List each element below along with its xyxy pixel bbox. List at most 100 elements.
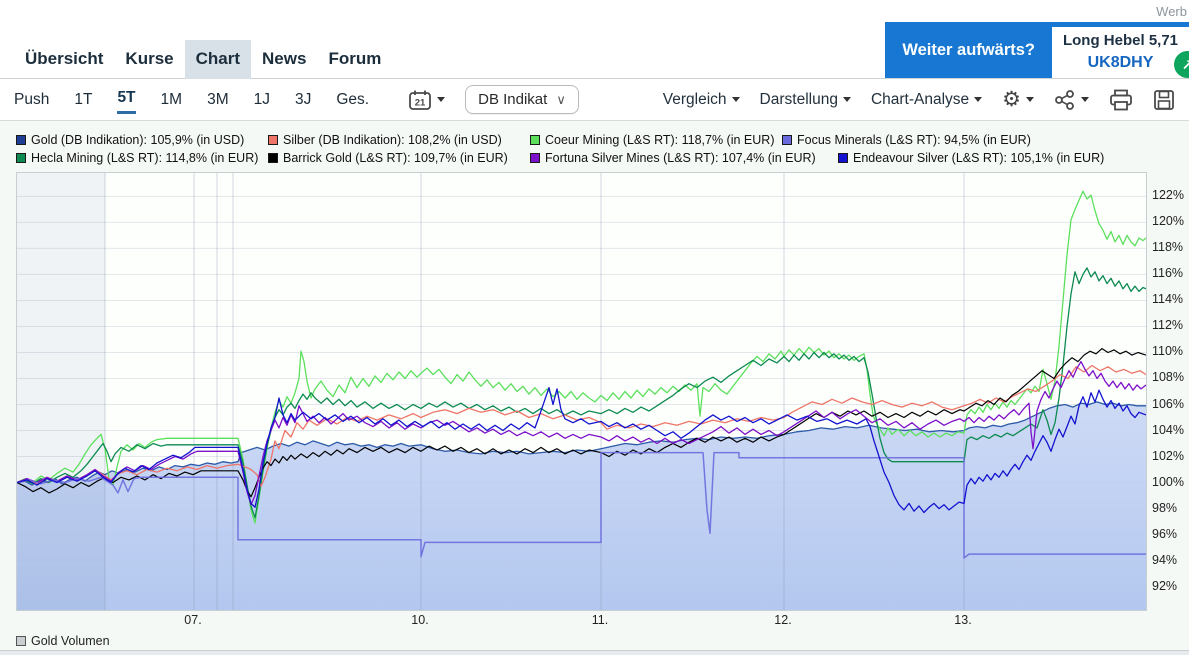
series-swatch [268,153,278,163]
calendar-icon: 21 [409,90,432,110]
volume-legend[interactable]: Gold Volumen [16,634,110,648]
chart-toolbar: Push 1T 5T 1M 3M 1J 3J Ges. 21 DB Indika… [0,79,1189,121]
print-button[interactable] [1109,89,1133,111]
ad-banner[interactable]: Weiter aufwärts? Long Hebel 5,71 UK8DHY … [885,22,1189,78]
x-tick-label: 12. [774,613,792,627]
chevron-down-icon: ∨ [556,91,566,107]
price-chart[interactable] [17,173,1146,610]
series-swatch [16,135,26,145]
menu-chart-analyse[interactable]: Chart-Analyse [870,90,983,109]
x-tick-label: 11. [591,613,609,627]
series-swatch [530,135,540,145]
chevron-down-icon [974,96,983,102]
nav-tab-kurse[interactable]: Kurse [125,49,174,68]
y-tick-label: 118% [1152,240,1184,255]
legend-item-silber[interactable]: Silber (DB Indikation): 108,2% (in USD) [268,133,502,147]
legend-item-coeur-mining[interactable]: Coeur Mining (L&S RT): 118,7% (in EUR) [530,133,774,147]
range-3j[interactable]: 3J [295,90,312,108]
chart-plot-area[interactable] [16,172,1147,611]
legend-item-gold[interactable]: Gold (DB Indikation): 105,9% (in USD) [16,133,244,147]
y-tick-label: 96% [1152,526,1178,541]
settings-button[interactable]: ⚙ [1002,87,1034,111]
y-tick-label: 100% [1152,474,1184,489]
legend-label: Silber (DB Indikation): 108,2% (in USD) [283,133,502,147]
legend-label: Fortuna Silver Mines (L&S RT): 107,4% (i… [545,151,816,165]
share-button[interactable] [1054,89,1089,110]
y-tick-label: 98% [1152,500,1178,515]
x-tick-label: 13. [954,613,972,627]
legend-label: Coeur Mining (L&S RT): 118,7% (in EUR) [545,133,775,147]
chevron-down-icon [731,96,740,102]
legend-label: Barrick Gold (L&S RT): 109,7% (in EUR) [283,151,508,165]
banner-product-name: Long Hebel 5,71 [1062,32,1179,49]
chevron-down-icon [1026,97,1034,102]
y-tick-label: 116% [1152,266,1184,281]
floppy-save-icon [1154,89,1174,110]
ad-label: Werb [1156,4,1187,19]
y-tick-label: 112% [1152,318,1184,333]
y-tick-label: 122% [1152,188,1184,203]
banner-question[interactable]: Weiter aufwärts? [885,22,1052,78]
y-tick-label: 104% [1152,422,1184,437]
banner-product[interactable]: Long Hebel 5,71 UK8DHY ↗ [1052,22,1189,78]
share-icon [1055,89,1074,110]
range-1m[interactable]: 1M [160,90,183,108]
menu-chart-analyse-label: Chart-Analyse [870,90,970,108]
nav-tab-forum[interactable]: Forum [328,49,382,68]
legend-label: Focus Minerals (L&S RT): 94,5% (in EUR) [797,133,1031,147]
menu-vergleich-label: Vergleich [662,90,727,108]
calendar-button[interactable]: 21 [408,89,446,111]
y-tick-label: 110% [1152,344,1184,359]
y-tick-label: 106% [1152,396,1184,411]
y-tick-label: 92% [1152,578,1178,593]
nav-tab-news[interactable]: News [262,49,307,68]
series-swatch [268,135,278,145]
series-swatch [782,135,792,145]
range-gesamt[interactable]: Ges. [336,90,370,108]
volume-legend-label: Gold Volumen [31,634,110,648]
menu-vergleich[interactable]: Vergleich [663,91,740,109]
nav-tab-chart[interactable]: Chart [184,40,252,90]
series-swatch [530,153,540,163]
nav-tab-uebersicht[interactable]: Übersicht [25,49,104,68]
save-button[interactable] [1153,89,1175,111]
chevron-down-icon [1081,97,1089,102]
volume-pane-divider [0,650,1189,655]
legend-label: Hecla Mining (L&S RT): 114,8% (in EUR) [31,151,259,165]
series-legend: Gold (DB Indikation): 105,9% (in USD) Si… [0,132,1189,170]
menu-darstellung-label: Darstellung [759,90,838,108]
x-tick-label: 07. [184,613,202,627]
range-1t[interactable]: 1T [74,90,93,108]
indicator-dropdown-label: DB Indikat [478,91,548,108]
printer-icon [1110,89,1132,110]
x-tick-label: 10. [411,613,429,627]
legend-item-hecla-mining[interactable]: Hecla Mining (L&S RT): 114,8% (in EUR) [16,151,258,165]
legend-label: Endeavour Silver (L&S RT): 105,1% (in EU… [853,151,1105,165]
range-5t[interactable]: 5T [117,85,136,114]
volume-swatch [16,636,26,646]
legend-item-focus-minerals[interactable]: Focus Minerals (L&S RT): 94,5% (in EUR) [782,133,1031,147]
y-tick-label: 94% [1152,552,1178,567]
y-tick-label: 108% [1152,370,1184,385]
legend-item-fortuna-silver[interactable]: Fortuna Silver Mines (L&S RT): 107,4% (i… [530,151,816,165]
svg-text:21: 21 [415,97,426,108]
indicator-dropdown[interactable]: DB Indikat ∨ [465,85,579,114]
range-1j[interactable]: 1J [253,90,270,108]
range-push[interactable]: Push [14,90,50,108]
chevron-down-icon [842,96,851,102]
menu-darstellung[interactable]: Darstellung [760,91,851,109]
trend-up-badge-icon: ↗ [1174,51,1189,78]
series-swatch [16,153,26,163]
chevron-down-icon [437,97,446,102]
legend-label: Gold (DB Indikation): 105,9% (in USD) [31,133,245,147]
banner-product-code: UK8DHY [1087,54,1154,71]
y-tick-label: 120% [1152,214,1184,229]
legend-item-endeavour-silver[interactable]: Endeavour Silver (L&S RT): 105,1% (in EU… [838,151,1104,165]
y-tick-label: 102% [1152,448,1184,463]
series-swatch [838,153,848,163]
gear-icon: ⚙ [1002,87,1021,111]
range-3m[interactable]: 3M [207,90,229,108]
y-tick-label: 114% [1152,292,1184,307]
nav-tabs: Übersicht Kurse Chart News Forum [14,40,392,90]
legend-item-barrick-gold[interactable]: Barrick Gold (L&S RT): 109,7% (in EUR) [268,151,508,165]
